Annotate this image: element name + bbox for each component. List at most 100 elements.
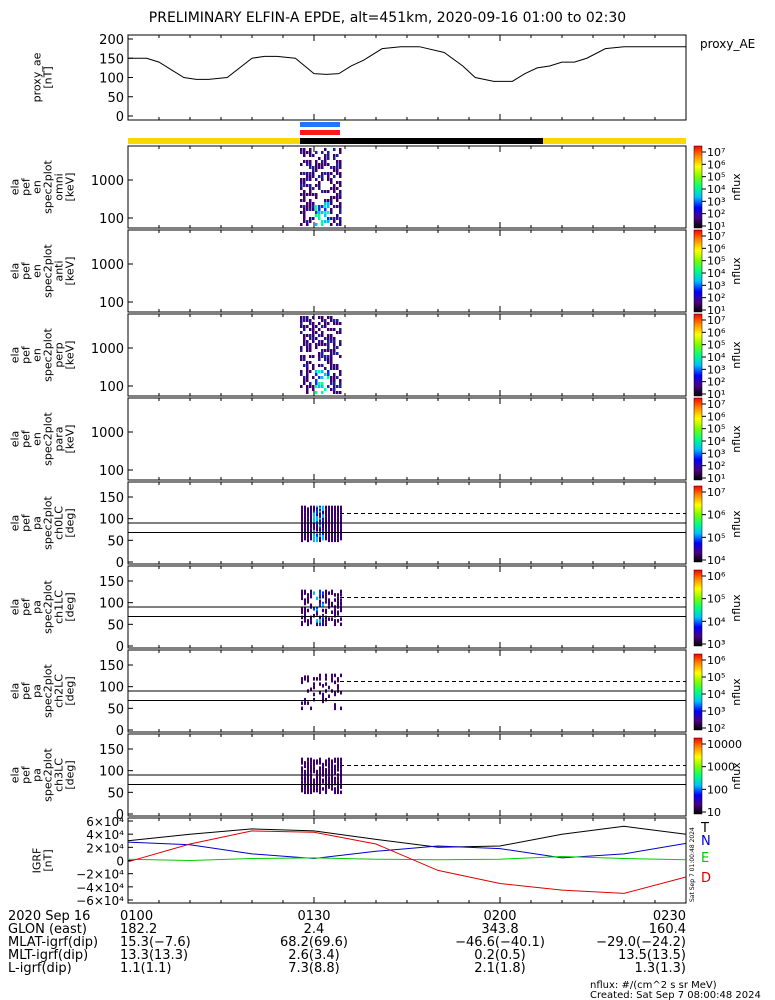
spectrogram-pixel	[315, 331, 318, 334]
spectrogram-pixel	[336, 163, 339, 166]
pa-pixel	[319, 691, 321, 695]
spectrogram-pixel	[318, 376, 321, 379]
spectrogram-pixel	[303, 193, 306, 196]
colorbar-tick-label: 10⁶	[707, 570, 726, 583]
colorbar-label: nflux	[730, 762, 743, 790]
pa-pixel	[316, 538, 318, 543]
colorbar-label: nflux	[730, 173, 743, 201]
y-axis-label-line: spec2plot	[42, 244, 55, 298]
spectrogram-pixel	[303, 151, 306, 154]
igrf-series-D	[127, 830, 687, 894]
y-axis-label-line: en	[31, 432, 44, 446]
spectrogram-pixel	[324, 220, 327, 223]
spectrogram-pixel	[327, 322, 330, 325]
y-axis-label-line: pef	[20, 513, 33, 532]
spectrogram-pixel	[327, 373, 330, 376]
spectrogram-pixel	[333, 148, 336, 151]
pa-pixel	[331, 764, 333, 769]
y-axis-label-line: pef	[20, 177, 33, 196]
colorbar-tick-label: 10⁴	[707, 435, 726, 448]
pa-pixel	[319, 677, 321, 681]
pa-pixel	[325, 771, 327, 776]
pa-pixel	[313, 769, 315, 774]
spectrogram-pixel	[327, 199, 330, 202]
colorbar-tick-label: 10⁶	[707, 326, 726, 339]
y-tick-label: 100	[99, 212, 124, 227]
spectrogram-pixel	[321, 343, 324, 346]
ephemeris-value: 1.3(1.3)	[635, 961, 687, 976]
y-axis-label-line: en	[31, 180, 44, 194]
pa-pixel	[301, 780, 303, 784]
spectrogram-pixel	[339, 181, 342, 184]
pa-pixel	[304, 509, 306, 513]
y-tick-label: 50	[107, 786, 124, 801]
spectrogram-pixel	[315, 166, 318, 169]
y-tick-label: −6×10⁴	[76, 894, 124, 908]
spectrogram-pixel	[303, 214, 306, 217]
spectrogram-pixel	[321, 340, 324, 343]
spectrogram-pixel	[300, 193, 303, 196]
spectrogram-pixel	[315, 382, 318, 385]
colorbar-tick-label: 10⁵	[707, 593, 725, 606]
spectrogram-pixel	[306, 208, 309, 211]
colorbar-label: nflux	[730, 678, 743, 706]
pa-pixel	[307, 535, 309, 539]
spectrogram-pixel	[318, 184, 321, 187]
spectrogram-pixel	[309, 337, 312, 340]
spectrogram-pixel	[303, 355, 306, 358]
spectrogram-pixel	[336, 322, 339, 325]
spectrogram-pixel	[327, 217, 330, 220]
spectrogram-pixel	[339, 193, 342, 196]
pa-pixel	[340, 589, 342, 594]
spectrogram-pixel	[336, 319, 339, 322]
spectrogram-pixel	[306, 223, 309, 226]
y-tick-label: 150	[99, 659, 124, 674]
spectrogram-pixel	[312, 367, 315, 370]
spectrogram-pixel	[330, 340, 333, 343]
pa-pixel	[337, 535, 339, 539]
spectrogram-pixel	[300, 358, 303, 361]
y-axis-label-line: ela	[9, 347, 22, 364]
spectrogram-pixel	[300, 316, 303, 319]
pa-pixel	[340, 622, 342, 627]
spectrogram-pixel	[333, 190, 336, 193]
spectrogram-pixel	[303, 154, 306, 157]
spectrogram-pixel	[330, 334, 333, 337]
pa-pixel	[301, 706, 303, 711]
colorbar	[693, 397, 703, 481]
spectrogram-pixel	[312, 385, 315, 388]
pa-pixel	[319, 538, 321, 543]
pa-pixel	[334, 781, 336, 786]
spectrogram-pixel	[339, 163, 342, 166]
pa-pixel	[301, 769, 303, 774]
page-title: PRELIMINARY ELFIN-A EPDE, alt=451km, 202…	[148, 10, 627, 26]
spectrogram-pixel	[300, 199, 303, 202]
spectrogram-pixel	[309, 220, 312, 223]
colorbar-tick-label: 10⁵	[707, 671, 725, 684]
pa-pixel	[340, 706, 342, 711]
y-axis-label-line: pef	[20, 681, 33, 700]
pa-pixel	[322, 622, 324, 627]
y-tick-label: 150	[99, 491, 124, 506]
spectrogram-pixel	[321, 334, 324, 337]
pa-pixel	[322, 514, 324, 518]
pa-pixel	[334, 598, 336, 602]
pa-pixel	[340, 785, 342, 789]
y-axis-label-line: ela	[9, 599, 22, 616]
spectrogram-pixel	[318, 205, 321, 208]
spectrogram-pixel	[303, 208, 306, 211]
colorbar-tick-label: 10⁷	[707, 146, 725, 159]
spectrogram-pixel	[336, 193, 339, 196]
spectrogram-pixel	[306, 376, 309, 379]
spectrogram-pixel	[306, 385, 309, 388]
pa-pixel	[340, 608, 342, 613]
pa-pixel	[304, 780, 306, 784]
spectrogram-pixel	[318, 352, 321, 355]
y-axis-label-line: [deg]	[64, 676, 77, 705]
spectrogram-pixel	[333, 184, 336, 187]
colorbar-label: nflux	[730, 425, 743, 453]
spectrogram-pixel	[312, 316, 315, 319]
spectrogram-pixel	[312, 175, 315, 178]
